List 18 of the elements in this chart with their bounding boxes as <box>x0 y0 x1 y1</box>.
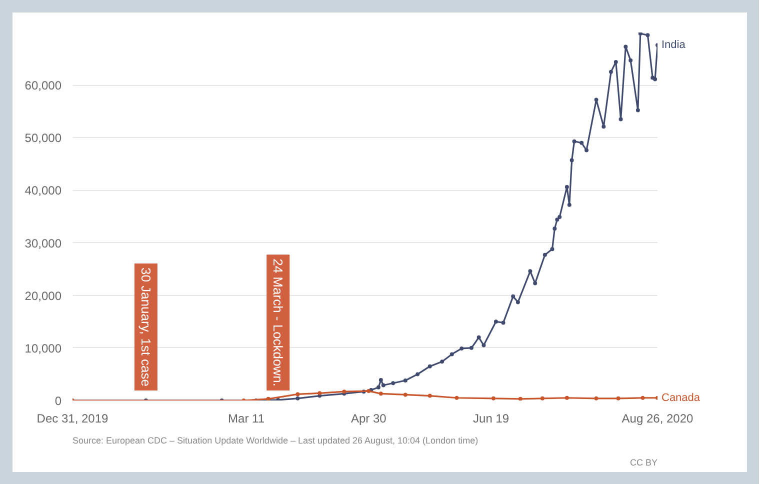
source-note: Source: European CDC – Situation Update Worldwide – Last updated 26 August, 10:04 (London time) <box>72 436 478 446</box>
y-tick-label: 60,000 <box>24 78 62 93</box>
series-label: Canada <box>662 392 701 404</box>
x-tick-label: Apr 30 <box>350 412 387 426</box>
annotation: 30 January, 1st case <box>138 268 154 387</box>
y-tick-label: 20,000 <box>24 288 62 303</box>
annotation: 24 March - Lockdown. <box>270 258 286 387</box>
y-tick-label: 10,000 <box>24 341 62 356</box>
y-tick-label: 0 <box>54 394 62 408</box>
series-label: India <box>662 39 686 52</box>
x-tick-label: Mar 11 <box>228 412 265 426</box>
y-tick-label: 30,000 <box>24 236 62 250</box>
x-tick-label: Dec 31, 2019 <box>36 412 109 426</box>
x-tick-label: Jun 19 <box>473 412 510 426</box>
y-tick-label: 40,000 <box>24 184 62 198</box>
x-tick-label: Aug 26, 2020 <box>622 412 694 426</box>
y-tick-label: 50,000 <box>24 131 62 146</box>
text: CC BY <box>630 458 658 468</box>
